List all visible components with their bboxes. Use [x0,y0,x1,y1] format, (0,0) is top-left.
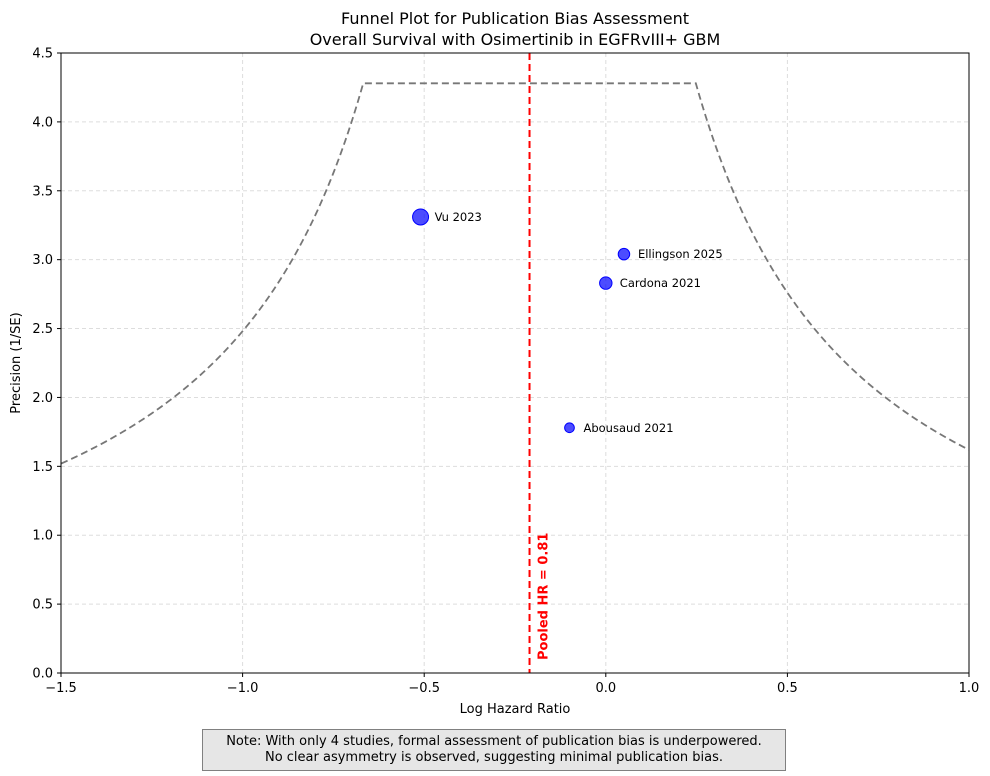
pooled-effect-line-group: Pooled HR = 0.81 [528,53,552,673]
x-tick-label-5: 1.0 [959,681,980,696]
x-tick-label-0: −1.5 [45,681,77,696]
plot-area-frame [60,52,970,674]
y-axis-label: Precision (1/SE) [9,312,24,413]
x-axis-label: Log Hazard Ratio [460,702,571,717]
study-point-2 [599,276,613,290]
y-tick-label-8: 4.0 [32,115,53,130]
study-points [412,208,631,434]
y-tick-label-2: 1.0 [32,529,53,544]
study-labels: Vu 2023 Ellingson 2025 Cardona 2021 Abousau… [435,210,723,435]
chart-title: Funnel Plot for Publication Bias Assessm… [341,9,689,28]
y-tick-label-5: 2.5 [32,322,53,337]
study-label-2: Cardona 2021 [620,276,701,290]
funnel-boundary [60,82,970,465]
y-tick-label-3: 1.5 [32,460,53,475]
y-tick-label-7: 3.5 [32,184,53,199]
note-line-1: Note: With only 4 studies, formal assess… [226,734,762,749]
x-tick-label-2: −0.5 [408,681,440,696]
pooled-hr-label: Pooled HR = 0.81 [537,533,552,660]
y-tick-label-1: 0.5 [32,598,53,613]
x-tick-label-3: 0.0 [595,681,616,696]
y-tick-label-4: 2.0 [32,391,53,406]
study-point-3 [564,422,575,434]
grid-lines [60,52,970,674]
study-point-0 [412,208,430,226]
y-tick-label-9: 4.5 [32,47,53,62]
note-line-2: No clear asymmetry is observed, suggesti… [264,750,724,765]
y-tick-label-6: 3.0 [32,253,53,268]
y-axis-ticks: 0.0 0.5 1.0 1.5 2.0 2.5 3.0 3.5 4.0 4.5 [32,47,61,682]
funnel-line [60,82,970,465]
study-label-0: Vu 2023 [435,210,482,224]
note-box: Note: With only 4 studies, formal assess… [202,729,786,771]
chart-subtitle: Overall Survival with Osimertinib in EGF… [310,30,721,49]
y-tick-label-0: 0.0 [32,667,53,682]
study-label-3: Abousaud 2021 [583,421,673,435]
x-tick-label-4: 0.5 [777,681,798,696]
study-label-1: Ellingson 2025 [638,247,723,261]
x-tick-label-1: −1.0 [227,681,259,696]
x-axis-ticks: −1.5 −1.0 −0.5 0.0 0.5 1.0 [45,673,979,696]
study-point-1 [617,247,631,261]
